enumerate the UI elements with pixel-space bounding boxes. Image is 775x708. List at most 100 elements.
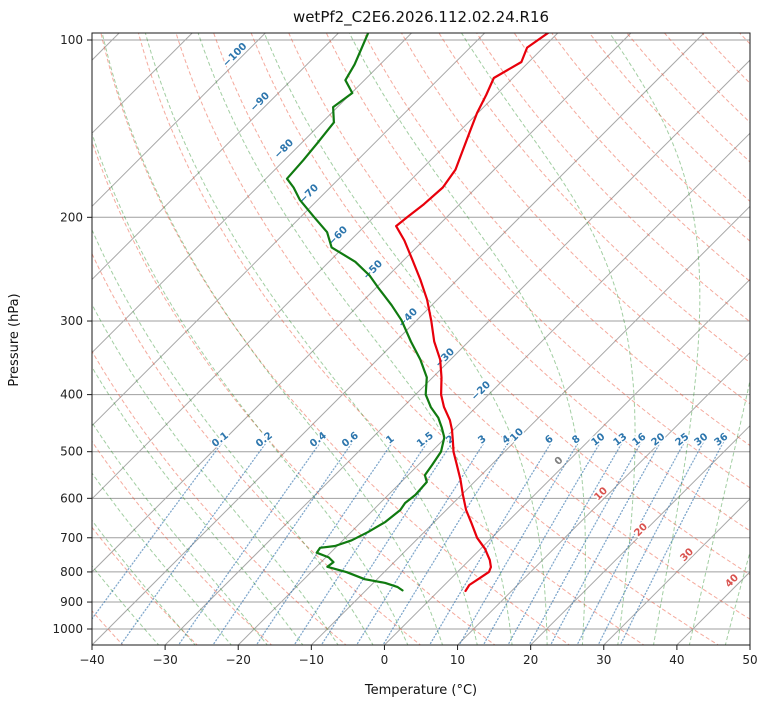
moist-adiabat-line bbox=[460, 33, 636, 645]
x-tick-label: −30 bbox=[152, 653, 177, 667]
mixing-ratio-label: 10 bbox=[590, 431, 608, 448]
mixing-ratio-line bbox=[212, 440, 354, 645]
mixing-ratio-line bbox=[382, 440, 510, 645]
isotherm-line bbox=[237, 132, 750, 645]
x-tick-label: 10 bbox=[450, 653, 465, 667]
mixing-ratio-line bbox=[597, 440, 705, 645]
mixing-ratio-line bbox=[355, 440, 486, 645]
y-axis-label: Pressure (hPa) bbox=[7, 293, 22, 386]
dry-adiabat-line bbox=[250, 33, 750, 576]
y-tick-label: 100 bbox=[60, 33, 83, 47]
axes: −40 −30 −20 −10 0 10 20 30 40 5010020030040050060… bbox=[52, 32, 758, 667]
mixing-ratio-line bbox=[507, 440, 624, 645]
mixing-ratio-line bbox=[119, 440, 268, 645]
mixing-ratio-label: 0.1 bbox=[210, 430, 231, 450]
isotherm-label: 30 bbox=[678, 546, 696, 564]
isotherm-line bbox=[384, 278, 750, 645]
x-tick-label: 30 bbox=[596, 653, 611, 667]
mixing-ratio-line bbox=[528, 440, 643, 645]
moist-adiabat-line bbox=[609, 33, 701, 645]
mixing-ratio-labels: 0.1 0.2 0.4 0.6 1 1.5 2 3 4 6 8 10 13 16 20 25 30 36 bbox=[209, 429, 732, 452]
x-tick-label: 20 bbox=[523, 653, 538, 667]
isotherm-line bbox=[92, 33, 412, 354]
moist-adiabat-line bbox=[92, 132, 409, 645]
mixing-ratio-label: 0.6 bbox=[340, 430, 361, 450]
x-tick-label: 40 bbox=[669, 653, 684, 667]
mixing-ratio-label: 13 bbox=[612, 431, 630, 448]
moist-adiabat-line bbox=[348, 33, 586, 645]
y-tick-label: 300 bbox=[60, 314, 83, 328]
x-tick-label: 50 bbox=[742, 653, 757, 667]
dry-adiabat-line bbox=[325, 33, 750, 489]
mixing-ratio-line bbox=[428, 440, 553, 645]
isotherm-label: −80 bbox=[272, 137, 296, 161]
isotherm-label: 20 bbox=[632, 521, 650, 539]
chart-title: wetPf2_C2E6.2026.112.02.24.R16 bbox=[293, 8, 549, 27]
isotherm-line bbox=[92, 33, 559, 500]
moist-adiabat-line bbox=[92, 421, 268, 645]
isotherm-line bbox=[92, 33, 339, 281]
x-tick-label: −20 bbox=[226, 653, 251, 667]
isotherm-line bbox=[164, 59, 750, 645]
dewpoint-curve bbox=[285, 33, 446, 592]
isotherm-lines bbox=[92, 33, 750, 645]
isotherm-line bbox=[92, 33, 632, 573]
isotherm-label: −20 bbox=[469, 379, 493, 403]
moist-adiabat-line bbox=[92, 366, 304, 645]
dry-adiabat-line bbox=[92, 140, 496, 645]
isotherm-line bbox=[457, 351, 750, 645]
isotherm-line bbox=[92, 33, 193, 134]
y-tick-label: 400 bbox=[60, 388, 83, 402]
plot-root: −100−90−80−70−60−50−40−30−20−10010203040… bbox=[52, 32, 758, 667]
isotherm-line bbox=[92, 33, 486, 427]
mixing-ratio-line bbox=[177, 440, 322, 645]
y-tick-label: 800 bbox=[60, 565, 83, 579]
dry-adiabats bbox=[92, 33, 750, 645]
moist-adiabat-line bbox=[92, 519, 196, 645]
dry-adiabat-line bbox=[551, 33, 750, 242]
mixing-ratio-line bbox=[458, 440, 580, 645]
mixing-ratio-label: 1.5 bbox=[415, 430, 436, 450]
moist-adiabat-line bbox=[92, 228, 374, 645]
mixing-ratio-label: 0.2 bbox=[254, 430, 275, 450]
mixing-ratio-line bbox=[576, 440, 686, 645]
y-tick-label: 200 bbox=[60, 210, 83, 224]
y-tick-label: 700 bbox=[60, 531, 83, 545]
isotherm-line bbox=[92, 33, 266, 208]
moist-adiabat-line bbox=[101, 33, 444, 645]
moist-adiabat-line bbox=[92, 565, 160, 645]
mixing-ratio-label: 36 bbox=[713, 431, 731, 448]
moist-adiabat-line bbox=[688, 378, 750, 645]
dry-adiabat-line bbox=[213, 33, 750, 620]
isotherm-label: −100 bbox=[221, 41, 249, 69]
dry-adiabat-line bbox=[137, 33, 645, 645]
y-tick-label: 1000 bbox=[52, 622, 83, 636]
dry-adiabat-line bbox=[738, 33, 750, 45]
mixing-ratio-line bbox=[619, 440, 725, 645]
dry-adiabat-line bbox=[363, 33, 750, 447]
dry-adiabat-line bbox=[438, 33, 750, 364]
dry-adiabat-line bbox=[92, 440, 273, 645]
isotherm-line bbox=[92, 33, 705, 645]
dry-adiabat-line bbox=[288, 33, 750, 532]
mixing-ratio-label: 3 bbox=[476, 434, 488, 447]
mixing-ratio-line bbox=[549, 440, 662, 645]
isotherm-label: 40 bbox=[723, 572, 741, 590]
moist-adiabat-line bbox=[92, 472, 232, 645]
dry-adiabat-line bbox=[476, 33, 750, 323]
isotherm-line bbox=[749, 644, 750, 645]
mixing-ratio-line bbox=[320, 440, 454, 645]
mixing-ratio-label: 1 bbox=[384, 434, 396, 447]
isotherm-line bbox=[603, 498, 750, 645]
mixing-ratio-label: 8 bbox=[570, 434, 582, 447]
mixing-ratio-line bbox=[92, 440, 224, 620]
dry-adiabat-line bbox=[175, 33, 720, 645]
dry-adiabat-line bbox=[100, 33, 571, 645]
moist-adiabat-line bbox=[92, 303, 339, 645]
dry-adiabat-line bbox=[626, 33, 750, 163]
mixing-ratio-label: 0.4 bbox=[308, 430, 329, 450]
y-tick-label: 600 bbox=[60, 491, 83, 505]
y-tick-label: 900 bbox=[60, 595, 83, 609]
